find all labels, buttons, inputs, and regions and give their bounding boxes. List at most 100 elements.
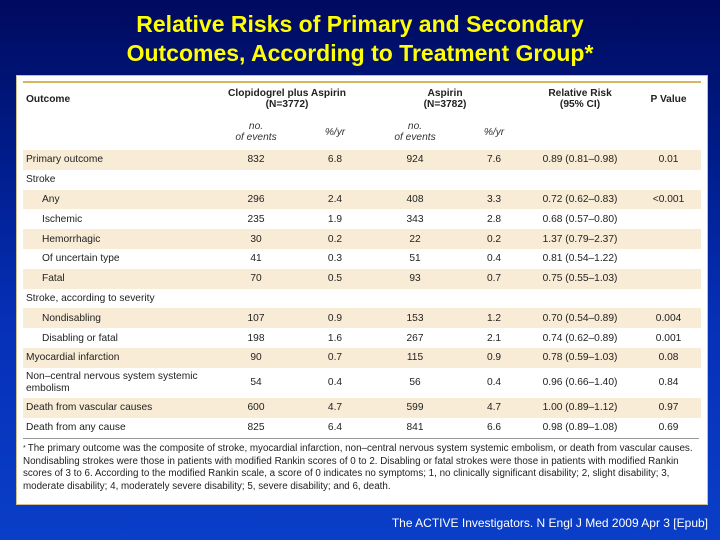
cell-outcome: Ischemic [42, 213, 83, 225]
slide-title-line-1: Relative Risks of Primary and Secondary [136, 11, 584, 37]
cell-clop-rate: 4.7 [304, 397, 367, 418]
results-table-panel: Outcome Clopidogrel plus Aspirin (N=3772… [16, 75, 708, 505]
cell-asp-events: 93 [366, 268, 465, 289]
table-row: Nondisabling 107 0.9 153 1.2 0.70 (0.54–0.89)… [23, 308, 702, 329]
cell-relative-risk: 1.00 (0.89–1.12) [524, 397, 637, 418]
cell-asp-rate: 2.8 [486, 213, 502, 225]
cell-clop-rate: 0.7 [304, 347, 367, 368]
cell-p-value: 0.004 [636, 308, 702, 329]
cell-p-value: 0.84 [658, 377, 679, 389]
cell-p-value: 0.69 [658, 421, 679, 433]
cell-outcome: Stroke [26, 174, 56, 186]
table-body: Primary outcome 832 6.8 924 7.6 0.89 (0.81–0.… [23, 150, 702, 437]
cell-outcome: Death from any cause [26, 421, 126, 433]
cell-outcome: Hemorrhagic [23, 229, 208, 249]
header-relative-risk: Relative Risk (95% CI) [524, 84, 636, 114]
table-row: Hemorrhagic 30 0.2 22 0.2 1.37 (0.79–2.37) [23, 229, 702, 249]
cell-clop-events: 54 [250, 377, 262, 389]
cell-outcome: Fatal [23, 268, 208, 289]
cell-relative-risk: 0.89 (0.81–0.98) [524, 150, 637, 170]
cell-asp-events: 267 [406, 332, 424, 344]
cell-clop-rate: 0.9 [304, 308, 367, 329]
cell-clop-rate: 6.8 [304, 150, 367, 170]
cell-relative-risk: 0.70 (0.54–0.89) [524, 308, 637, 329]
results-table: Outcome Clopidogrel plus Aspirin (N=3772… [23, 84, 702, 437]
cell-outcome: Of uncertain type [42, 253, 120, 265]
cell-p-value: 0.97 [636, 397, 702, 418]
footnote-text: The primary outcome was the composite of… [23, 443, 693, 492]
cell-clop-events [208, 170, 304, 190]
cell-asp-events: 408 [366, 189, 465, 210]
cell-clop-events: 296 [208, 189, 304, 210]
cell-asp-rate: 4.7 [464, 397, 525, 418]
cell-clop-rate: 1.9 [327, 213, 343, 225]
cell-asp-rate: 0.2 [464, 229, 525, 249]
subheader-clop-events: no. of events [208, 114, 304, 150]
subheader-asp-events-l2: of events [394, 132, 436, 143]
cell-p-value [636, 289, 701, 309]
header-clopidogrel-name: Clopidogrel plus Aspirin [228, 88, 346, 99]
cell-asp-events [366, 170, 464, 190]
header-clopidogrel-n: (N=3772) [265, 99, 309, 110]
subheader-clop-rate: %/yr [324, 126, 346, 138]
cell-clop-events: 198 [247, 332, 265, 344]
cell-clop-rate [304, 289, 366, 309]
table-subheader-row: no. of events %/yr no. of events %/yr [23, 114, 701, 150]
cell-asp-events: 841 [406, 421, 424, 433]
cell-relative-risk: 0.98 (0.89–1.08) [542, 421, 618, 433]
cell-clop-rate [304, 170, 366, 190]
header-clopidogrel: Clopidogrel plus Aspirin (N=3772) [208, 84, 366, 114]
cell-asp-events: 924 [366, 150, 465, 170]
cell-asp-events: 115 [366, 347, 465, 368]
cell-clop-events: 832 [208, 150, 304, 170]
cell-asp-events: 51 [409, 253, 421, 265]
table-row: Stroke, according to severity [23, 289, 701, 309]
header-outcome: Outcome [26, 93, 71, 105]
cell-relative-risk [524, 170, 636, 190]
cell-asp-rate: 0.9 [464, 347, 525, 368]
cell-clop-events: 90 [208, 347, 304, 368]
cell-asp-events [366, 289, 464, 309]
cell-p-value [636, 268, 702, 289]
table-header-row: Outcome Clopidogrel plus Aspirin (N=3772… [23, 84, 701, 114]
cell-outcome: Death from vascular causes [23, 397, 208, 418]
cell-outcome: Primary outcome [23, 150, 208, 170]
cell-asp-events: 599 [366, 397, 465, 418]
cell-p-value [636, 209, 701, 229]
table-row: Fatal 70 0.5 93 0.7 0.75 (0.55–1.03) [23, 268, 702, 289]
cell-outcome: Disabling or fatal [42, 332, 118, 344]
cell-asp-rate: 2.1 [486, 332, 502, 344]
cell-relative-risk: 0.68 (0.57–0.80) [542, 213, 618, 225]
subheader-asp-events: no. of events [366, 114, 464, 150]
header-relative-risk-ci: (95% CI) [559, 99, 601, 110]
cell-p-value: <0.001 [636, 189, 702, 210]
cell-outcome: Non–central nervous system systemic embo… [26, 370, 198, 394]
table-row: Of uncertain type 41 0.3 51 0.4 0.81 (0.54–1.… [23, 249, 701, 269]
cell-outcome: Stroke, according to severity [26, 292, 155, 304]
cell-asp-events: 343 [406, 213, 424, 225]
cell-asp-rate: 7.6 [464, 150, 525, 170]
subheader-clop-events-l2: of events [235, 132, 277, 143]
cell-clop-rate: 0.5 [304, 268, 367, 289]
cell-relative-risk: 0.96 (0.66–1.40) [542, 377, 618, 389]
cell-asp-events: 22 [366, 229, 465, 249]
cell-asp-rate: 0.4 [486, 377, 502, 389]
footnote-mark: * [23, 445, 26, 452]
cell-p-value: 0.01 [636, 150, 702, 170]
cell-outcome: Nondisabling [23, 308, 208, 329]
table-row: Death from vascular causes 600 4.7 599 4.7 1.… [23, 397, 702, 418]
header-relative-risk-label: Relative Risk [548, 88, 612, 99]
citation: The ACTIVE Investigators. N Engl J Med 2… [391, 516, 708, 530]
cell-p-value [636, 170, 701, 190]
subheader-blank-rr [524, 114, 636, 150]
cell-asp-rate: 0.4 [486, 253, 502, 265]
cell-asp-rate: 6.6 [486, 421, 502, 433]
slide-title: Relative Risks of Primary and Secondary … [0, 10, 720, 68]
subheader-blank [23, 114, 208, 150]
cell-p-value [636, 249, 701, 269]
cell-asp-rate [464, 289, 524, 309]
cell-clop-rate: 0.3 [327, 253, 343, 265]
cell-relative-risk: 0.75 (0.55–1.03) [524, 268, 637, 289]
cell-clop-rate: 1.6 [327, 332, 343, 344]
cell-outcome: Any [23, 189, 208, 210]
